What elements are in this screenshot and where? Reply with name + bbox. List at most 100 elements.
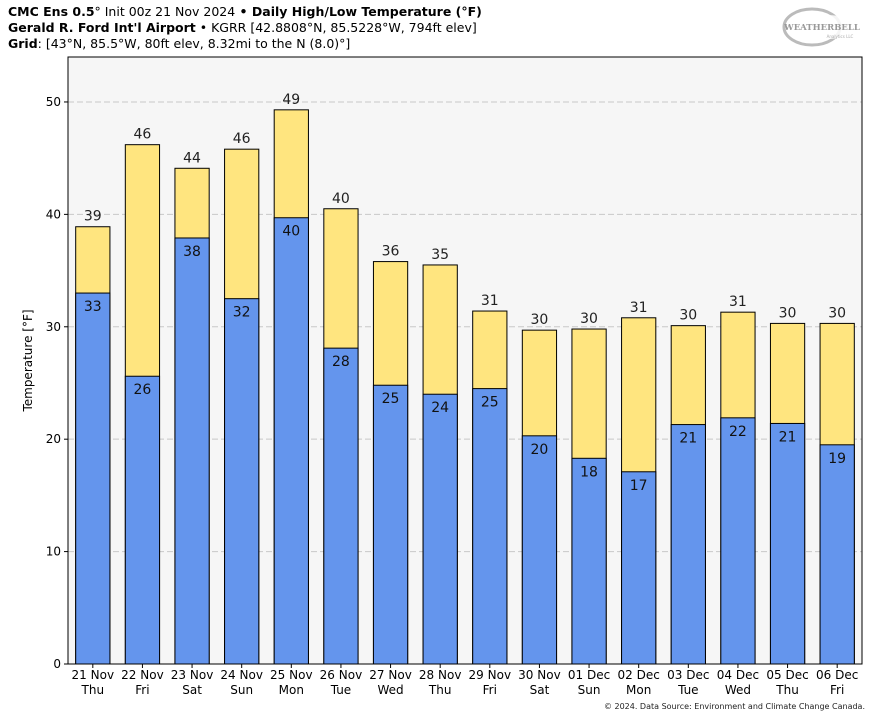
high-value-label: 46: [134, 127, 152, 143]
low-bar: [174, 237, 210, 665]
high-value-label: 39: [84, 209, 102, 225]
low-value-label: 40: [282, 224, 300, 240]
init-time: ° Init 00z 21 Nov 2024: [94, 4, 236, 19]
header-line-2: Gerald R. Ford Int'l Airport • KGRR [42.…: [8, 20, 477, 35]
low-value-label: 20: [531, 442, 549, 458]
grid-label: Grid: [8, 36, 38, 51]
low-bar: [621, 471, 657, 665]
high-value-label: 30: [580, 311, 598, 327]
low-value-label: 18: [580, 464, 598, 480]
low-bar: [273, 217, 309, 665]
low-value-label: 32: [233, 305, 251, 321]
x-tick-label-day: Mon: [626, 683, 651, 697]
low-value-label: 38: [183, 244, 201, 260]
data-credit: © 2024. Data Source: Environment and Cli…: [603, 702, 865, 711]
x-tick-label-day: Tue: [677, 683, 699, 697]
high-value-label: 30: [531, 312, 549, 328]
x-tick-label-day: Thu: [775, 683, 799, 697]
y-tick-label: 0: [53, 657, 61, 671]
station-name: Gerald R. Ford Int'l Airport: [8, 20, 196, 35]
high-value-label: 40: [332, 191, 350, 207]
low-bar: [323, 347, 359, 665]
logo-text: WEATHERBELL: [783, 23, 860, 33]
x-tick-label-day: Mon: [279, 683, 304, 697]
low-bar: [224, 298, 260, 665]
x-tick-label-date: 29 Nov: [469, 668, 512, 682]
low-value-label: 25: [481, 395, 499, 411]
y-tick-label: 50: [46, 95, 61, 109]
x-tick-label-day: Tue: [330, 683, 352, 697]
x-tick-label-date: 02 Dec: [618, 668, 660, 682]
x-tick-label-day: Fri: [830, 683, 844, 697]
high-value-label: 36: [382, 244, 400, 260]
low-bar: [521, 435, 558, 665]
x-tick-label-date: 01 Dec: [568, 668, 610, 682]
low-bar: [720, 417, 756, 665]
x-tick-label-date: 30 Nov: [518, 668, 561, 682]
x-tick-label-day: Sat: [182, 683, 202, 697]
weatherbell-logo: WEATHERBELL Analytics LLC: [782, 7, 860, 47]
low-value-label: 19: [828, 451, 846, 467]
low-value-label: 24: [431, 400, 449, 416]
x-tick-label-day: Wed: [725, 683, 751, 697]
low-bar: [124, 375, 161, 665]
x-tick-label-day: Fri: [135, 683, 149, 697]
y-tick-label: 30: [46, 320, 61, 334]
x-tick-label-date: 03 Dec: [667, 668, 709, 682]
low-bar: [372, 384, 409, 665]
low-bar: [422, 393, 458, 665]
product-title: Daily High/Low Temperature (°F): [251, 4, 482, 19]
x-tick-label-day: Wed: [377, 683, 403, 697]
x-tick-label-date: 26 Nov: [320, 668, 363, 682]
high-value-label: 31: [481, 293, 499, 309]
x-tick-label-date: 25 Nov: [270, 668, 313, 682]
low-bar: [571, 457, 607, 665]
high-value-label: 30: [779, 305, 797, 321]
y-tick-label: 20: [46, 432, 61, 446]
high-value-label: 49: [282, 92, 300, 108]
high-value-label: 35: [431, 247, 449, 263]
high-value-label: 31: [630, 300, 648, 316]
low-bar: [769, 422, 806, 665]
x-tick-label-date: 27 Nov: [369, 668, 412, 682]
x-tick-label-date: 28 Nov: [419, 668, 462, 682]
low-value-label: 28: [332, 354, 350, 370]
x-tick-label-day: Thu: [428, 683, 452, 697]
high-value-label: 46: [233, 131, 251, 147]
header-line-1: CMC Ens 0.5° Init 00z 21 Nov 2024 • Dail…: [8, 4, 482, 19]
low-value-label: 33: [84, 299, 102, 315]
x-tick-label-date: 04 Dec: [717, 668, 759, 682]
header-line-3: Grid: [43°N, 85.5°W, 80ft elev, 8.32mi t…: [8, 36, 350, 51]
high-value-label: 30: [679, 308, 697, 324]
low-bar: [670, 424, 706, 665]
station-details: • KGRR [42.8808°N, 85.5228°W, 794ft elev…: [195, 20, 477, 35]
x-tick-label-date: 22 Nov: [121, 668, 164, 682]
model-name: CMC Ens 0.5: [8, 4, 95, 19]
y-tick-label: 10: [46, 545, 61, 559]
x-tick-label-date: 05 Dec: [766, 668, 808, 682]
low-bar: [472, 388, 508, 665]
x-tick-label-day: Sun: [578, 683, 601, 697]
low-bar: [75, 292, 111, 665]
high-value-label: 30: [828, 305, 846, 321]
low-value-label: 21: [779, 429, 797, 445]
low-value-label: 25: [382, 391, 400, 407]
x-tick-label-day: Sun: [230, 683, 253, 697]
x-tick-label-date: 21 Nov: [72, 668, 115, 682]
x-tick-label-day: Sat: [530, 683, 550, 697]
x-tick-label-day: Fri: [483, 683, 497, 697]
low-value-label: 21: [679, 431, 697, 447]
high-value-label: 44: [183, 150, 201, 166]
x-tick-label-date: 23 Nov: [171, 668, 214, 682]
low-value-label: 22: [729, 424, 747, 440]
y-tick-label: 40: [46, 207, 61, 221]
x-tick-label-date: 24 Nov: [220, 668, 263, 682]
x-tick-label-date: 06 Dec: [816, 668, 858, 682]
low-value-label: 17: [630, 478, 648, 494]
plot-frame: [67, 56, 863, 665]
separator: •: [235, 4, 252, 19]
high-value-label: 31: [729, 294, 747, 310]
low-bar: [819, 444, 855, 665]
grid-details: : [43°N, 85.5°W, 80ft elev, 8.32mi to th…: [37, 36, 351, 51]
